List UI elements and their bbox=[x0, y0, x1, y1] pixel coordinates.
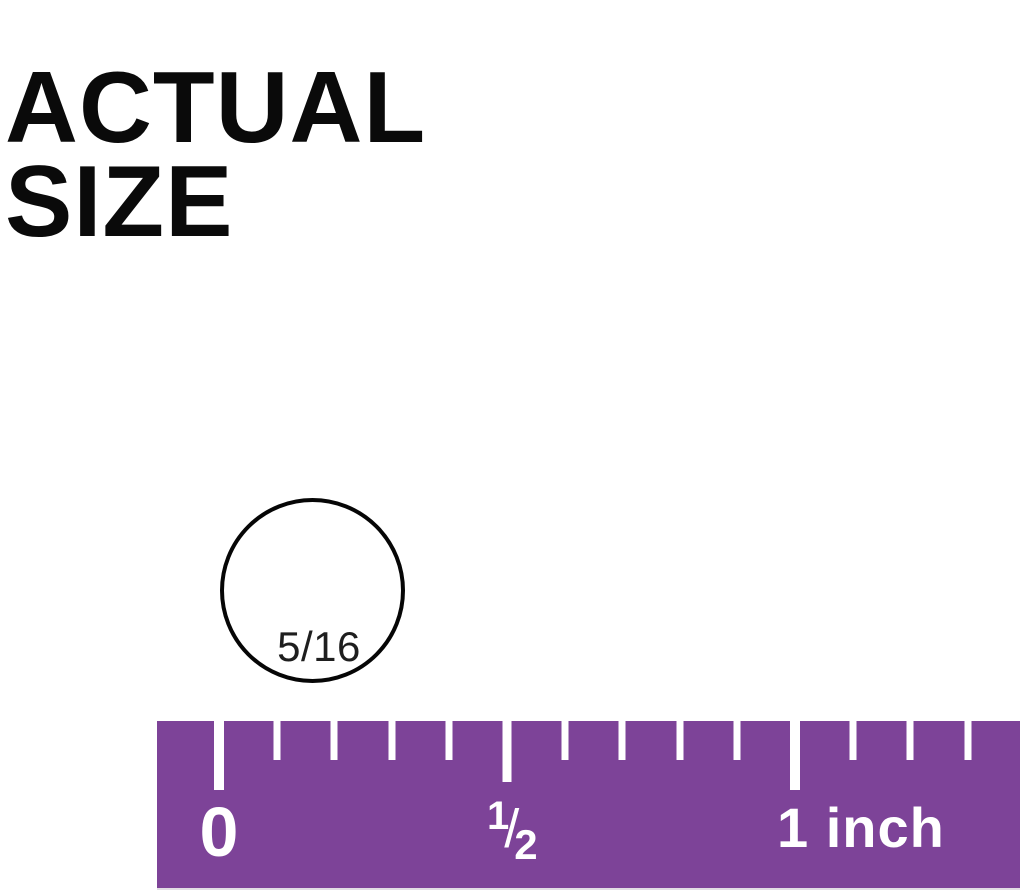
ruler-tick-minor bbox=[445, 721, 453, 760]
ruler-label-one-inch: 1 inch bbox=[777, 796, 945, 859]
ruler-label-half-numerator: 1 bbox=[487, 794, 510, 838]
ruler-tick-minor bbox=[330, 721, 338, 760]
ruler-label-half-slash: / bbox=[504, 799, 520, 859]
ruler-tick-major bbox=[790, 721, 800, 790]
ruler-tick-major bbox=[214, 721, 224, 790]
ruler-tick-minor bbox=[618, 721, 626, 760]
page-title-line-2: SIZE bbox=[5, 145, 234, 258]
ruler-tick-minor bbox=[964, 721, 972, 760]
ruler-tick-minor bbox=[733, 721, 741, 760]
ruler-label-half: 1/2 bbox=[487, 796, 538, 866]
ruler-tick-minor bbox=[676, 721, 684, 760]
ruler-tick-half bbox=[502, 721, 512, 782]
hole-outline-circle bbox=[220, 498, 405, 683]
page-title-line-1: ACTUAL bbox=[5, 51, 427, 164]
ruler-tick-minor bbox=[388, 721, 396, 760]
ruler-tick-minor bbox=[561, 721, 569, 760]
ruler-label-zero: 0 bbox=[199, 793, 239, 871]
ruler-label-half-denominator: 2 bbox=[514, 821, 538, 868]
ruler: 0 1/2 1 inch bbox=[157, 721, 1020, 888]
ruler-tick-minor bbox=[849, 721, 857, 760]
ruler-tick-minor bbox=[906, 721, 914, 760]
hole-size-label: 5/16 bbox=[277, 623, 361, 670]
ruler-tick-minor bbox=[273, 721, 281, 760]
